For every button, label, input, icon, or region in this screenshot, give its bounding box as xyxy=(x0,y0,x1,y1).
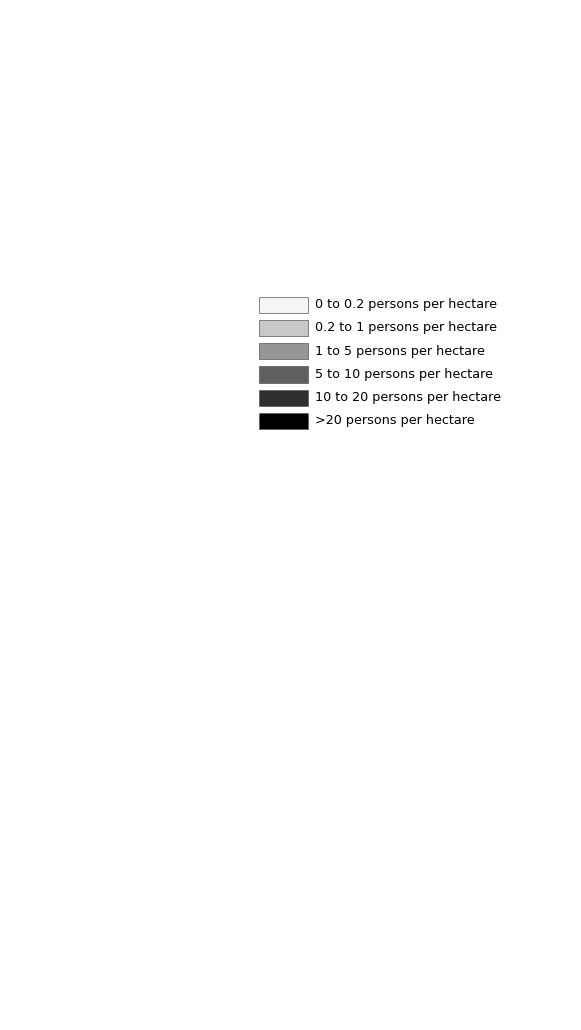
Bar xyxy=(259,367,308,382)
Text: >20 persons per hectare: >20 persons per hectare xyxy=(315,414,475,427)
Text: 0 to 0.2 persons per hectare: 0 to 0.2 persons per hectare xyxy=(315,298,497,311)
Bar xyxy=(259,389,308,406)
Text: 5 to 10 persons per hectare: 5 to 10 persons per hectare xyxy=(315,368,493,381)
Bar xyxy=(259,297,308,313)
Bar xyxy=(259,319,308,336)
Bar xyxy=(259,413,308,430)
Text: 1 to 5 persons per hectare: 1 to 5 persons per hectare xyxy=(315,345,485,357)
Text: 10 to 20 persons per hectare: 10 to 20 persons per hectare xyxy=(315,391,501,404)
Bar xyxy=(259,343,308,359)
Text: 0.2 to 1 persons per hectare: 0.2 to 1 persons per hectare xyxy=(315,321,497,335)
